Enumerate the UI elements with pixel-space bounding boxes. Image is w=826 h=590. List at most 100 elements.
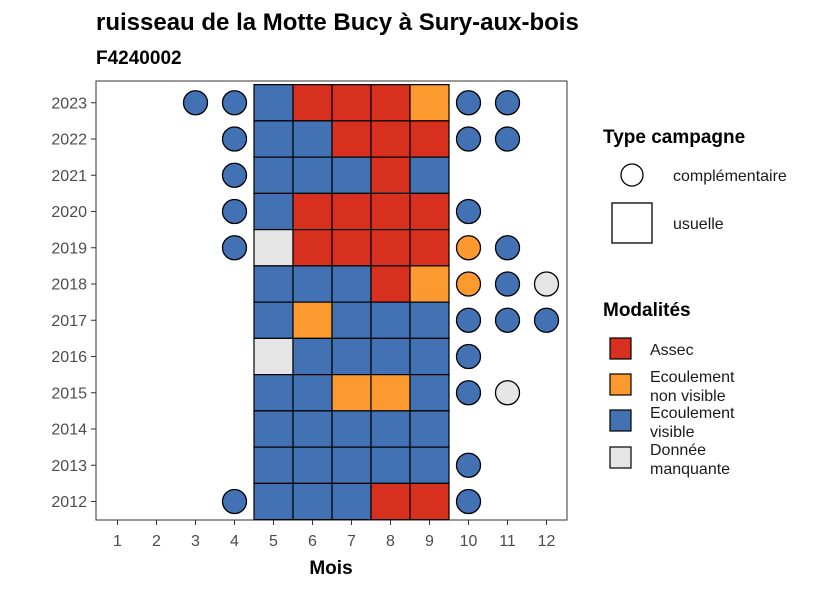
tile-2015-8-ecoulement-non-visible — [370, 374, 411, 412]
y-tick-label: 2019 — [51, 240, 87, 257]
x-tick-label: 2 — [152, 533, 161, 550]
legend-label-line: Ecoulement — [650, 369, 735, 386]
tile-2023-7-assec — [331, 84, 372, 122]
tile-2012-6-ecoulement-visible — [292, 482, 333, 521]
legend-label-line: visible — [650, 424, 695, 441]
tile-2021-6-ecoulement-visible — [292, 156, 333, 194]
point-2013-10-ecoulement-visible — [455, 452, 482, 478]
point-2018-10-ecoulement-non-visible — [455, 271, 482, 297]
point-2019-10-ecoulement-non-visible — [455, 235, 482, 261]
y-tick-label: 2018 — [51, 277, 87, 294]
tile-2020-6-assec — [292, 192, 333, 231]
tile-2021-9-ecoulement-visible — [409, 156, 450, 194]
legend-modalites-title: Modalités — [603, 300, 691, 321]
x-tick-label: 10 — [460, 533, 478, 550]
point-2020-10-ecoulement-visible — [455, 198, 482, 225]
tile-2012-7-ecoulement-visible — [331, 482, 372, 521]
tile-2022-5-ecoulement-visible — [253, 120, 294, 158]
point-2023-11-ecoulement-visible — [494, 90, 521, 116]
tile-2019-8-assec — [370, 229, 411, 267]
tile-2023-9-ecoulement-non-visible — [409, 84, 450, 122]
x-tick-label: 3 — [191, 533, 200, 550]
tile-2021-8-assec — [370, 156, 411, 194]
y-tick-label: 2012 — [51, 494, 87, 511]
y-tick-label: 2021 — [51, 168, 87, 185]
point-2017-11-ecoulement-visible — [494, 307, 521, 333]
legend-type-title: Type campagne — [603, 127, 745, 148]
point-2019-11-ecoulement-visible — [494, 235, 521, 261]
tile-2022-9-assec — [409, 120, 450, 158]
tile-2015-6-ecoulement-visible — [292, 374, 333, 412]
legend-label-assec: Assec — [650, 342, 694, 359]
tile-2018-9-ecoulement-non-visible — [409, 265, 450, 303]
tile-2017-9-ecoulement-visible — [409, 301, 450, 339]
tile-2022-6-ecoulement-visible — [292, 120, 333, 158]
point-2015-11-donnee-manquante — [494, 380, 521, 406]
legend-swatch-ecoulement-visible — [609, 409, 632, 432]
legend-label-ecoulement-visible: Ecoulement visible — [650, 405, 735, 441]
x-tick-label: 7 — [347, 533, 356, 550]
tile-2019-7-assec — [331, 229, 372, 267]
tile-2020-9-assec — [409, 192, 450, 231]
tile-2012-5-ecoulement-visible — [253, 482, 294, 521]
point-2017-10-ecoulement-visible — [455, 307, 482, 333]
point-2022-11-ecoulement-visible — [494, 126, 521, 152]
point-2023-10-ecoulement-visible — [455, 90, 482, 116]
x-tick-label: 8 — [386, 533, 395, 550]
point-2022-10-ecoulement-visible — [455, 126, 482, 152]
tile-2022-7-assec — [331, 120, 372, 158]
usuelle-tiles — [253, 84, 450, 521]
x-tick-label: 4 — [230, 533, 239, 550]
point-2018-11-ecoulement-visible — [494, 271, 521, 297]
x-tick-label: 11 — [499, 533, 516, 550]
tile-2018-6-ecoulement-visible — [292, 265, 333, 303]
legend-label-line: manquante — [650, 461, 730, 478]
legend-label-line: Donnée — [650, 442, 706, 459]
tile-2012-9-assec — [409, 482, 450, 521]
y-tick-label: 2016 — [51, 349, 87, 366]
legend-swatch-assec — [609, 337, 632, 360]
chart-title: ruisseau de la Motte Bucy à Sury-aux-boi… — [96, 9, 579, 36]
tile-2013-9-ecoulement-visible — [409, 446, 450, 484]
legend-key-usuelle — [611, 202, 653, 244]
chart-subtitle: F4240002 — [96, 48, 182, 69]
legend-label-line: non visible — [650, 388, 726, 405]
point-2012-10-ecoulement-visible — [455, 488, 482, 515]
point-2021-4-ecoulement-visible — [221, 162, 248, 188]
tile-2018-7-ecoulement-visible — [331, 265, 372, 303]
tile-2016-6-ecoulement-visible — [292, 337, 333, 376]
point-2015-10-ecoulement-visible — [455, 380, 482, 406]
tile-2014-9-ecoulement-visible — [409, 410, 450, 448]
tile-2017-5-ecoulement-visible — [253, 301, 294, 339]
tile-2016-5-donnee-manquante — [253, 337, 294, 376]
legend-modalites: Modalités Assec Ecoulement non visibleEcoul… — [603, 300, 735, 478]
tile-2023-8-assec — [370, 84, 411, 122]
tile-2016-8-ecoulement-visible — [370, 337, 411, 376]
legend-key-complementaire — [620, 163, 644, 187]
y-tick-label: 2015 — [51, 385, 87, 402]
tile-2018-8-assec — [370, 265, 411, 303]
legend-label-donnee-manquante: Donnée manquante — [650, 442, 730, 478]
y-tick-label: 2014 — [51, 422, 87, 439]
point-2012-4-ecoulement-visible — [221, 488, 248, 515]
legend-swatch-ecoulement-non-visible — [609, 373, 632, 396]
x-tick-label: 12 — [538, 533, 556, 550]
tile-2020-5-ecoulement-visible — [253, 192, 294, 231]
tile-2017-6-ecoulement-non-visible — [292, 301, 333, 339]
x-tick-label: 9 — [425, 533, 434, 550]
y-tick-label: 2022 — [51, 132, 87, 149]
x-tick-label: 1 — [113, 533, 122, 550]
tile-2019-9-assec — [409, 229, 450, 267]
point-2023-4-ecoulement-visible — [221, 90, 248, 116]
tile-2014-5-ecoulement-visible — [253, 410, 294, 448]
tile-2017-7-ecoulement-visible — [331, 301, 372, 339]
tile-2021-7-ecoulement-visible — [331, 156, 372, 194]
tile-2019-5-donnee-manquante — [253, 229, 294, 267]
tile-2015-9-ecoulement-visible — [409, 374, 450, 412]
tile-2015-5-ecoulement-visible — [253, 374, 294, 412]
legend-type-campagne: Type campagne complémentaire usuelle — [603, 127, 787, 244]
point-2022-4-ecoulement-visible — [221, 126, 248, 152]
tile-2017-8-ecoulement-visible — [370, 301, 411, 339]
point-2016-10-ecoulement-visible — [455, 343, 482, 370]
